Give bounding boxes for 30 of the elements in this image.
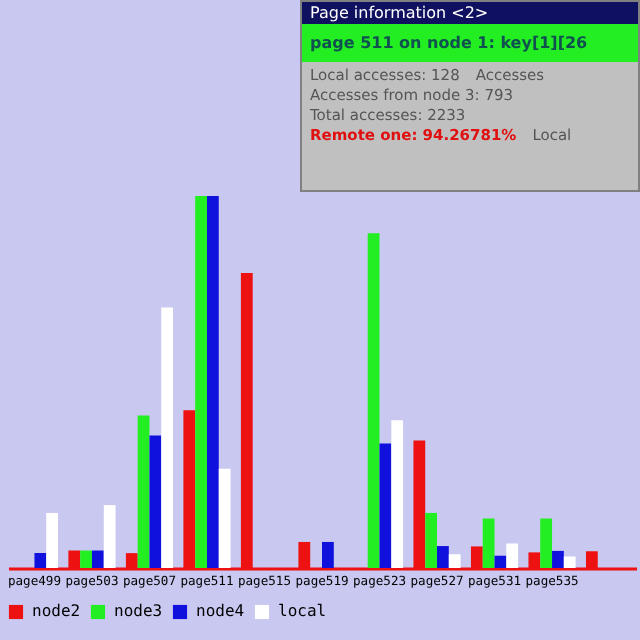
bar bbox=[206, 196, 219, 568]
legend-label: node4 bbox=[196, 602, 245, 620]
bar bbox=[494, 555, 507, 568]
bar bbox=[552, 550, 564, 568]
bar bbox=[437, 546, 449, 568]
bar bbox=[322, 541, 334, 568]
bar bbox=[80, 550, 92, 568]
text: page 511 on node 1: key[1][26 bbox=[302, 24, 638, 62]
bar bbox=[391, 420, 404, 568]
bar bbox=[367, 233, 380, 568]
bar bbox=[482, 518, 495, 568]
bar bbox=[448, 554, 461, 568]
bar bbox=[218, 468, 231, 568]
bar bbox=[195, 196, 207, 568]
bar bbox=[149, 435, 162, 568]
bar bbox=[46, 512, 59, 568]
bar bbox=[379, 443, 392, 568]
bar bbox=[425, 512, 438, 568]
legend-label: node2 bbox=[32, 602, 81, 620]
bar bbox=[103, 505, 116, 568]
bar bbox=[34, 553, 47, 568]
bar bbox=[563, 556, 576, 568]
bar bbox=[161, 307, 174, 568]
bar bbox=[91, 550, 104, 568]
bar bbox=[540, 518, 553, 568]
bar bbox=[506, 543, 519, 568]
text: Page information <2> bbox=[302, 2, 638, 24]
bar bbox=[137, 415, 150, 568]
legend-label: local bbox=[278, 602, 327, 620]
legend-label: node3 bbox=[114, 602, 163, 620]
